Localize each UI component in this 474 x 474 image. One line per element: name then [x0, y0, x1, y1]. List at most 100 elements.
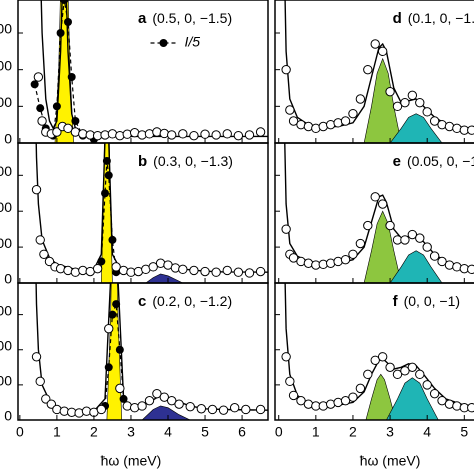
data-point: [340, 395, 351, 406]
x-tick-label: 4: [423, 424, 431, 440]
x-axis-label: ħω (meV): [360, 453, 421, 469]
data-point: [422, 242, 432, 252]
data-point: [137, 401, 147, 411]
data-point: [288, 253, 299, 263]
data-point: [35, 235, 45, 245]
panel-title: a (0.5, 0, −1.5): [138, 10, 232, 27]
data-point: [415, 97, 425, 108]
data-point: [377, 352, 388, 362]
data-point: [39, 249, 49, 259]
data-point: [92, 263, 103, 274]
x-tick-label: 0: [275, 424, 283, 440]
peak-area: [389, 250, 443, 283]
data-point: [355, 94, 366, 104]
data-point: [255, 404, 266, 415]
y-tick-label: 300: [0, 163, 12, 179]
data-point: [229, 403, 240, 413]
data-point: [37, 116, 47, 126]
data-point: [211, 267, 221, 277]
data-point: [363, 369, 373, 380]
filled-point: [115, 345, 124, 354]
data-point: [178, 264, 188, 275]
y-tick-label: 0: [4, 408, 12, 424]
data-point: [422, 380, 432, 390]
y-tick-label: 300: [0, 21, 12, 37]
panel: 0 100 200 300 a (0.5, 0, −1.5) I/5: [0, 0, 269, 147]
data-point: [159, 128, 169, 139]
data-point: [370, 192, 380, 202]
panel-title: e (0.05, 0, −1: [393, 153, 474, 170]
data-point: [429, 388, 440, 399]
panel: 0 1 2 3 4 5 6 0 100 200 300 c (0.2, 0, −1.2): [0, 282, 269, 440]
data-point: [222, 265, 232, 276]
x-tick-label: 0: [16, 424, 24, 440]
data-point: [200, 266, 210, 277]
panel-letter: e: [393, 153, 401, 170]
panel: e (0.05, 0, −1: [274, 142, 474, 284]
x-tick-label: 3: [386, 424, 394, 440]
q-label: (0.2, 0, −1.2): [152, 293, 232, 309]
q-label: (0, 0, −1): [404, 293, 460, 309]
filled-point: [36, 104, 45, 113]
data-point: [152, 388, 162, 399]
plot-area: [31, 283, 268, 420]
data-point: [185, 401, 195, 412]
data-point: [207, 404, 218, 415]
peak-area: [386, 377, 439, 420]
data-point: [429, 251, 440, 261]
q-label: (0.1, 0, −1.5: [408, 10, 474, 26]
data-point: [148, 262, 158, 272]
data-point: [467, 403, 474, 413]
data-point: [467, 125, 474, 135]
panel-letter: b: [138, 153, 147, 170]
data-point: [370, 39, 380, 49]
data-point: [407, 90, 418, 101]
data-point: [363, 64, 373, 75]
data-point: [233, 267, 244, 277]
data-point: [400, 366, 410, 376]
x-tick-label: 1: [312, 424, 320, 440]
filled-point: [101, 189, 110, 198]
filled-point: [64, 18, 72, 26]
data-point: [159, 392, 169, 402]
filled-point: [30, 80, 39, 89]
data-point: [211, 130, 221, 140]
data-point: [340, 116, 351, 126]
filled-point: [112, 300, 121, 309]
data-point: [288, 116, 299, 126]
filled-point: [108, 310, 117, 319]
y-tick-label: 100: [0, 235, 12, 251]
data-point: [400, 235, 410, 245]
data-point: [377, 46, 388, 57]
data-point: [429, 116, 440, 126]
peak-area: [141, 405, 191, 420]
q-label: (0.3, 0, −1.3): [153, 153, 233, 169]
data-point: [281, 64, 291, 75]
data-point: [340, 254, 351, 265]
x-tick-label: 1: [53, 424, 61, 440]
x-tick-label: 2: [349, 424, 357, 440]
data-point: [281, 224, 291, 234]
data-point: [222, 129, 232, 139]
data-point: [31, 352, 42, 362]
y-tick-label: 100: [0, 373, 12, 389]
data-point: [355, 238, 366, 249]
y-tick-label: 0: [4, 131, 12, 147]
q-label: (0.5, 0, −1.5): [152, 10, 232, 26]
data-point: [196, 404, 207, 414]
data-point: [385, 220, 395, 231]
data-point: [285, 105, 295, 115]
data-point: [422, 107, 432, 117]
data-point: [348, 108, 358, 119]
data-point: [244, 268, 255, 278]
data-point: [189, 265, 199, 276]
data-point: [115, 130, 125, 141]
data-point: [467, 264, 474, 275]
data-point: [115, 383, 125, 394]
panel-frame: [17, 282, 269, 421]
data-point: [233, 130, 244, 141]
data-point: [377, 199, 388, 209]
data-point: [437, 256, 447, 267]
panel-letter: a: [138, 10, 147, 27]
